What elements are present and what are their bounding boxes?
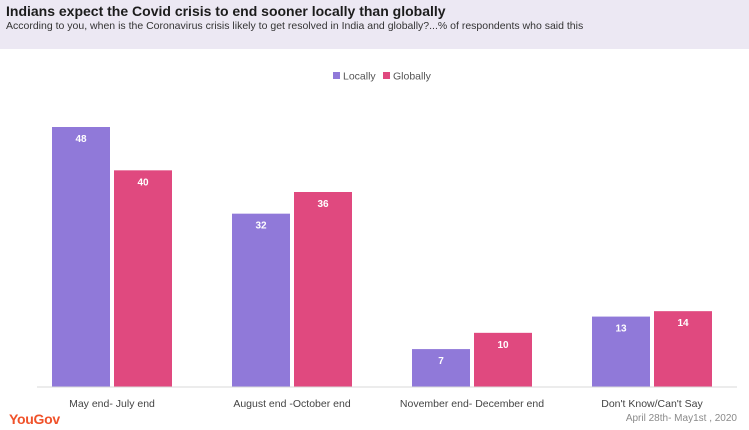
- chart-subtitle: According to you, when is the Coronaviru…: [6, 20, 584, 32]
- bar-globally-august-end-october-end: [294, 192, 352, 387]
- legend-label-locally: Locally: [343, 71, 376, 83]
- data-label-globally-don-t-know-can-t-say: 14: [677, 318, 689, 329]
- header-band: Indians expect the Covid crisis to end s…: [0, 0, 749, 49]
- bar-globally-don-t-know-can-t-say: [654, 311, 712, 387]
- category-label-may-end-july-end: May end- July end: [69, 398, 155, 410]
- category-label-november-end-december-end: November end- December end: [400, 398, 544, 410]
- bar-locally-don-t-know-can-t-say: [592, 316, 650, 387]
- data-label-locally-may-end-july-end: 48: [75, 134, 87, 145]
- chart-title: Indians expect the Covid crisis to end s…: [6, 3, 446, 19]
- data-label-locally-august-end-october-end: 32: [255, 221, 267, 232]
- bar-globally-november-end-december-end: [474, 332, 532, 387]
- legend-swatch-locally: [333, 72, 340, 79]
- bars-group: 48 40 32 36 7 10 13 14: [52, 127, 712, 387]
- data-label-globally-november-end-december-end: 10: [497, 340, 509, 351]
- category-label-august-end-october-end: August end -October end: [233, 398, 350, 410]
- yougov-logo: YouGov: [9, 411, 60, 427]
- date-range: April 28th- May1st , 2020: [625, 413, 737, 424]
- bar-locally-august-end-october-end: [232, 213, 290, 387]
- data-label-globally-may-end-july-end: 40: [137, 177, 149, 188]
- category-label-don-t-know-can-t-say: Don't Know/Can't Say: [601, 398, 703, 410]
- legend-label-globally: Globally: [393, 71, 432, 83]
- data-label-locally-don-t-know-can-t-say: 13: [615, 324, 627, 335]
- bar-globally-may-end-july-end: [114, 170, 172, 387]
- category-labels: May end- July end August end -October end…: [69, 398, 703, 410]
- legend-swatch-globally: [383, 72, 390, 79]
- bar-locally-may-end-july-end: [52, 127, 110, 387]
- data-label-globally-august-end-october-end: 36: [317, 199, 329, 210]
- legend: Locally Globally: [333, 71, 432, 83]
- data-label-locally-november-end-december-end: 7: [438, 356, 444, 367]
- bar-locally-november-end-december-end: [412, 349, 470, 387]
